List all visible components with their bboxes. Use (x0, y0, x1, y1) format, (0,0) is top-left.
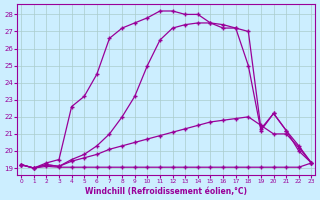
X-axis label: Windchill (Refroidissement éolien,°C): Windchill (Refroidissement éolien,°C) (85, 187, 247, 196)
